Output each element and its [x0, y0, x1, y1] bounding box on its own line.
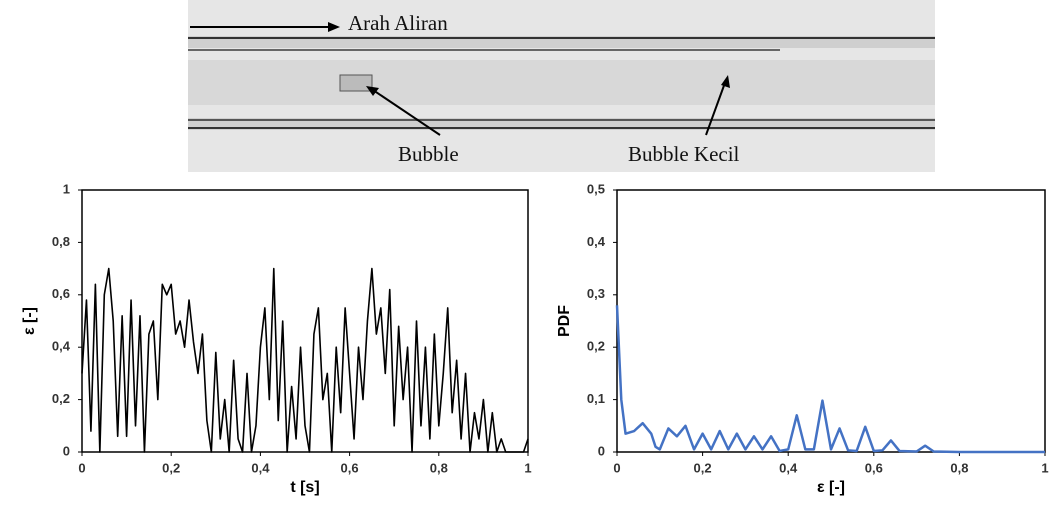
- photo-label: Bubble: [398, 142, 459, 166]
- y-tick-label: 0: [63, 443, 70, 458]
- x-tick-label: 1: [524, 460, 531, 475]
- x-tick-label: 1: [1041, 460, 1048, 475]
- data-line: [615, 305, 1045, 454]
- arrowhead: [328, 22, 340, 32]
- bubble-shape: [339, 74, 373, 92]
- x-tick-label: 0,4: [779, 460, 798, 475]
- y-tick-label: 0,5: [587, 181, 605, 196]
- x-tick-label: 0: [78, 460, 85, 475]
- plot-frame: [616, 189, 1046, 453]
- y-tick-label: 0,1: [587, 391, 605, 406]
- y-tick-label: 0,4: [587, 234, 606, 249]
- y-tick-label: 0,2: [52, 391, 70, 406]
- x-axis-title: t [s]: [290, 479, 319, 496]
- y-tick-label: 0: [598, 443, 605, 458]
- x-tick-label: 0,8: [430, 460, 448, 475]
- y-axis-title: ε [-]: [21, 307, 38, 335]
- y-tick-label: 0,3: [587, 286, 605, 301]
- arrowhead: [366, 86, 379, 96]
- arrowhead: [721, 75, 730, 88]
- x-tick-label: 0,4: [251, 460, 270, 475]
- y-tick-label: 0,4: [52, 339, 71, 354]
- y-tick-label: 0,6: [52, 286, 70, 301]
- y-axis-title: PDF: [556, 305, 573, 337]
- photo-label: Arah Aliran: [348, 11, 448, 35]
- photo: Arah Aliran Bubble Bubble Kecil: [188, 0, 935, 172]
- x-tick-label: 0,8: [950, 460, 968, 475]
- pointer-arrow: [705, 79, 727, 136]
- pointer-arrow: [369, 87, 441, 136]
- x-tick-label: 0,6: [865, 460, 883, 475]
- x-tick-label: 0: [613, 460, 620, 475]
- x-axis-title: ε [-]: [817, 479, 845, 496]
- x-tick-label: 0,2: [162, 460, 180, 475]
- flow-region: [188, 60, 935, 105]
- data-line: [81, 267, 529, 453]
- y-tick-label: 0,2: [587, 339, 605, 354]
- x-tick-label: 0,6: [341, 460, 359, 475]
- plot-frame: [81, 189, 529, 453]
- photo-label: Bubble Kecil: [628, 142, 740, 166]
- y-tick-label: 1: [63, 181, 70, 196]
- y-tick-label: 0,8: [52, 234, 70, 249]
- x-tick-label: 0,2: [694, 460, 712, 475]
